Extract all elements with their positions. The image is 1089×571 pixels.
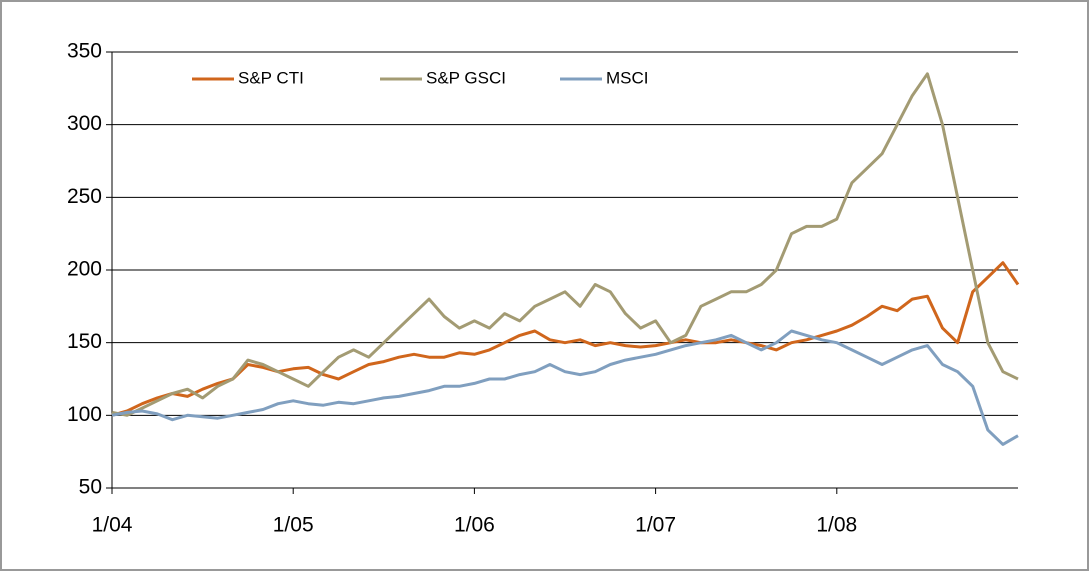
x-tick-label: 1/04: [92, 514, 133, 537]
line-series: [111, 72, 1019, 417]
legend-label: S&P CTI: [238, 68, 304, 87]
line-series: [111, 329, 1019, 446]
line-series: [111, 261, 1020, 417]
y-tick-label: 350: [67, 40, 102, 63]
y-tick-label: 150: [67, 330, 102, 353]
x-tick-label: 1/06: [454, 514, 495, 537]
y-tick-label: 200: [67, 258, 102, 281]
y-tick-label: 50: [79, 476, 102, 499]
x-tick-label: 1/08: [816, 514, 857, 537]
y-tick-label: 300: [67, 112, 102, 135]
x-tick-label: 1/05: [273, 514, 314, 537]
legend-label: MSCI: [606, 68, 649, 87]
legend-label: S&P GSCI: [426, 68, 506, 87]
x-tick-label: 1/07: [635, 514, 676, 537]
y-tick-label: 250: [67, 185, 102, 208]
y-tick-label: 100: [67, 403, 102, 426]
